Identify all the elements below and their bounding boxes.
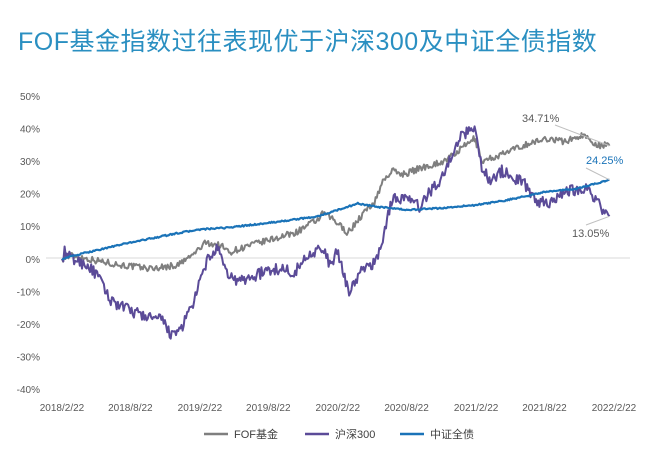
y-tick-label: 10% [20, 222, 40, 233]
y-tick-label: 20% [20, 190, 40, 201]
series-line-1 [61, 132, 611, 273]
y-tick-label: -10% [17, 287, 40, 298]
y-tick-label: 40% [20, 125, 40, 136]
end-value-leader [554, 124, 610, 147]
series-line-3 [61, 178, 610, 261]
series-line-2 [61, 125, 611, 340]
x-tick-label: 2021/8/22 [522, 403, 567, 414]
series-layer [61, 125, 611, 340]
end-value-leader [585, 167, 610, 181]
y-tick-label: -30% [17, 352, 40, 363]
legend-label: 中证全债 [430, 427, 474, 441]
x-tick-label: 2020/8/22 [384, 403, 429, 414]
end-value-label: 13.05% [572, 228, 610, 240]
x-tick-label: 2018/8/22 [108, 403, 153, 414]
y-tick-label: -40% [17, 385, 40, 396]
annotation-layer: 34.71% 13.05% 24.25% [522, 113, 624, 240]
x-tick-label: 2020/2/22 [316, 403, 361, 414]
x-tick-label: 2021/2/22 [454, 403, 499, 414]
x-tick-label: 2022/2/22 [592, 403, 637, 414]
legend-label: FOF基金 [234, 427, 278, 441]
end-value-label: 34.71% [522, 113, 560, 125]
chart-title: FOF基金指数过往表现优于沪深300及中证全债指数 [18, 28, 598, 56]
x-axis: 2018/2/22 2018/8/22 2019/2/22 2019/8/22 2020… [40, 257, 637, 414]
legend-label: 沪深300 [335, 427, 375, 441]
y-tick-label: 0% [26, 255, 41, 266]
x-tick-label: 2018/2/22 [40, 403, 85, 414]
y-axis: 50% 40% 30% 20% 10% 0% -10% -20% -30% -40% [17, 92, 40, 396]
y-tick-label: 30% [20, 157, 40, 168]
x-tick-label: 2019/8/22 [246, 403, 291, 414]
legend: FOF基金 沪深300 中证全债 [204, 427, 474, 441]
y-tick-label: 50% [20, 92, 40, 103]
x-tick-label: 2019/2/22 [178, 403, 223, 414]
end-value-label: 24.25% [586, 155, 624, 167]
y-tick-label: -20% [17, 320, 40, 331]
end-value-leader [585, 215, 610, 226]
